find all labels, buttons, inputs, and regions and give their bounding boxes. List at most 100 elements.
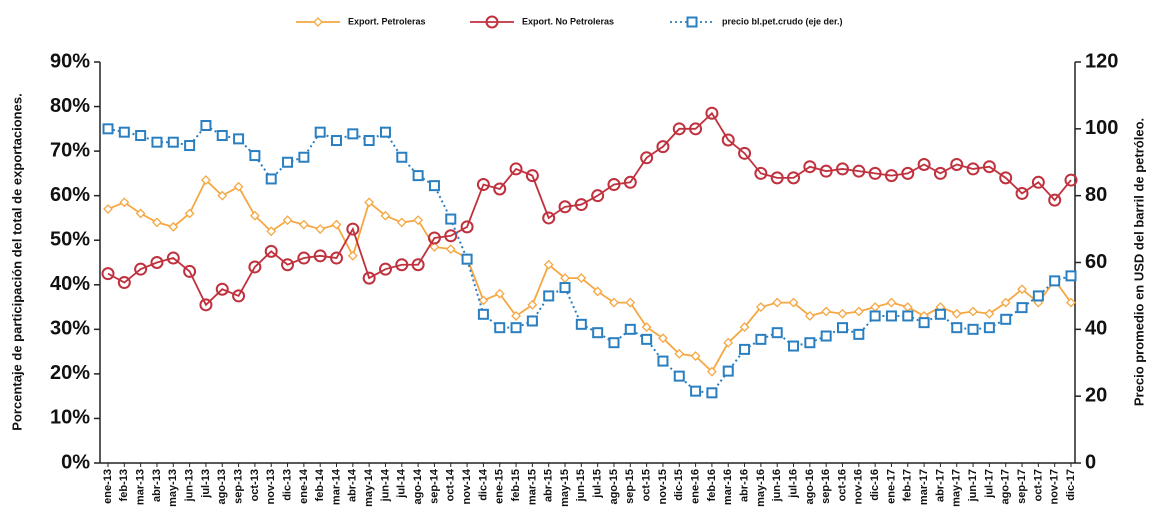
data-point xyxy=(836,322,848,334)
data-point xyxy=(265,173,277,185)
data-point xyxy=(1064,173,1078,187)
data-point xyxy=(739,343,751,355)
data-point xyxy=(1066,297,1076,308)
data-point xyxy=(868,166,882,180)
data-point xyxy=(770,171,784,185)
data-point xyxy=(233,181,244,192)
data-point xyxy=(657,355,669,367)
data-point xyxy=(477,308,489,320)
x-tick-label: oct-17 xyxy=(1032,469,1044,501)
data-point xyxy=(886,297,897,308)
data-point xyxy=(201,175,211,185)
x-tick-label: abr-17 xyxy=(934,469,946,502)
x-tick-label: ene-17 xyxy=(885,469,897,504)
data-point xyxy=(166,251,180,265)
data-point xyxy=(248,260,262,274)
data-point xyxy=(526,315,538,327)
data-point xyxy=(754,166,768,180)
data-point xyxy=(608,337,620,349)
data-point xyxy=(396,217,407,228)
data-point xyxy=(901,166,915,180)
data-point xyxy=(232,289,246,303)
data-point xyxy=(968,306,978,317)
data-point xyxy=(478,295,489,306)
data-point xyxy=(576,273,587,284)
x-tick-label: may-14 xyxy=(363,468,375,507)
data-point xyxy=(787,171,801,185)
data-point xyxy=(313,249,327,263)
data-point xyxy=(543,290,555,302)
data-point xyxy=(117,276,131,290)
y-tick-label: 90% xyxy=(50,50,90,72)
y2-axis-label: Precio promedio en USD del barril de pet… xyxy=(1131,118,1146,406)
data-point xyxy=(624,323,636,335)
data-point xyxy=(282,215,293,226)
x-tick-label: feb-13 xyxy=(118,469,130,501)
data-point xyxy=(347,250,358,261)
data-point xyxy=(476,178,490,192)
data-point xyxy=(364,197,375,208)
data-point xyxy=(607,178,621,192)
data-point xyxy=(118,126,130,138)
data-point xyxy=(266,226,277,237)
data-point xyxy=(918,317,930,329)
legend-label: Export. Petroleras xyxy=(348,16,426,26)
x-tick-label: ago-14 xyxy=(412,468,424,504)
data-point xyxy=(412,170,424,182)
data-point xyxy=(641,333,653,345)
data-point xyxy=(656,140,670,154)
data-point xyxy=(151,136,163,148)
data-point xyxy=(933,166,947,180)
data-point xyxy=(623,175,637,189)
x-tick-label: sep-13 xyxy=(232,469,244,504)
data-point xyxy=(330,251,344,265)
y2-tick-label: 80 xyxy=(1085,184,1107,206)
data-point xyxy=(445,244,456,255)
data-point xyxy=(1016,302,1028,314)
data-point xyxy=(984,308,995,319)
data-point xyxy=(869,310,881,322)
data-point xyxy=(950,157,964,171)
x-tick-label: dic-17 xyxy=(1065,469,1077,501)
data-point xyxy=(428,180,440,192)
series-line xyxy=(107,111,1072,307)
data-point xyxy=(249,210,260,221)
x-tick-label: jul-15 xyxy=(592,469,604,499)
x-tick-label: sep-15 xyxy=(624,469,636,504)
x-tick-label: jun-17 xyxy=(967,469,979,502)
x-tick-label: nov-16 xyxy=(853,469,865,504)
x-tick-label: ago-15 xyxy=(608,469,620,504)
x-tick-label: abr-14 xyxy=(347,468,359,502)
data-point xyxy=(525,169,539,183)
data-point xyxy=(1032,290,1044,302)
legend-marker xyxy=(485,15,499,29)
data-point xyxy=(135,130,147,142)
y-tick-label: 50% xyxy=(50,229,90,251)
data-point xyxy=(885,310,897,322)
data-point xyxy=(591,189,605,203)
data-point xyxy=(346,222,360,236)
x-tick-label: may-13 xyxy=(167,469,179,507)
x-tick-label: jun-15 xyxy=(575,469,587,502)
x-tick-label: may-15 xyxy=(559,469,571,507)
data-point xyxy=(772,297,783,308)
data-point xyxy=(983,322,995,334)
data-point xyxy=(461,253,473,265)
data-point xyxy=(738,146,752,160)
x-tick-label: oct-16 xyxy=(836,469,848,501)
legend-label: Export. No Petroleras xyxy=(522,16,614,26)
y-tick-label: 80% xyxy=(50,95,90,117)
data-point xyxy=(199,298,213,312)
data-point xyxy=(494,288,505,299)
data-point xyxy=(135,208,146,219)
x-tick-label: ago-13 xyxy=(216,469,228,504)
x-tick-label: ago-16 xyxy=(804,469,816,504)
data-point xyxy=(853,328,865,340)
data-point xyxy=(705,106,719,120)
x-tick-label: jul-13 xyxy=(200,469,212,499)
data-point xyxy=(363,135,375,147)
y2-tick-label: 20 xyxy=(1085,384,1107,406)
x-tick-label: feb-16 xyxy=(706,469,718,501)
data-point xyxy=(690,351,701,361)
